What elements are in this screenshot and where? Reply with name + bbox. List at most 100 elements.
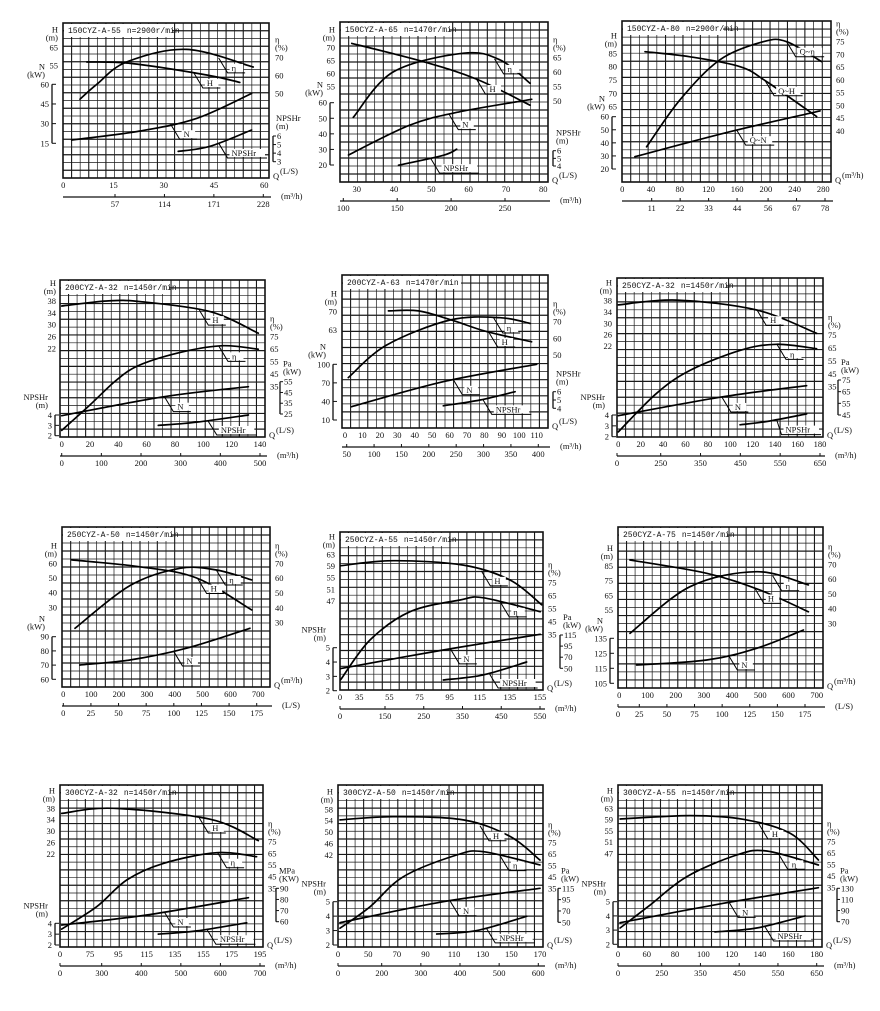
y-tick-label-n: 70 <box>841 917 850 927</box>
x-tick-label: 600 <box>224 689 237 699</box>
y-tick-label-npsh: 6 <box>557 387 561 397</box>
speed-label: n=2900r/min <box>686 25 739 34</box>
plot-frame <box>339 531 544 691</box>
curve-eta <box>60 344 260 432</box>
y-tick-label-n: 90 <box>41 632 50 642</box>
curve-n <box>634 110 821 158</box>
y-tick-label-eta: 70 <box>828 559 837 569</box>
curve-eta <box>60 851 258 930</box>
curve-label-h: Q~H <box>778 86 795 96</box>
curve-label-npsh: NPSHr <box>499 933 524 943</box>
y-tick-label-n: 45 <box>41 99 50 109</box>
secondary-x-tick-label: 56 <box>764 203 773 213</box>
y-axis-unit-eta: (%) <box>836 27 849 37</box>
curve-label-bg <box>504 324 519 333</box>
curve-label-bg <box>175 917 189 926</box>
x-tick-label: 120 <box>702 184 715 194</box>
x-axis-name: Q <box>827 681 833 691</box>
x-tick-label: 50 <box>427 184 436 194</box>
curve-label-leader <box>727 654 755 671</box>
secondary-x-tick-label: 650 <box>814 458 827 468</box>
y-tick-label-h: 85 <box>609 48 618 58</box>
curve-h <box>340 559 543 606</box>
y-tick-label-npsh: 6 <box>277 131 281 141</box>
y-axis-unit-npsh: (m) <box>594 887 606 897</box>
x-axis-name: Q <box>273 171 279 181</box>
secondary-x-axis-unit: (L/S) <box>835 701 853 711</box>
y-tick-label-npsh: 4 <box>326 911 331 921</box>
x-tick-label: 40 <box>114 439 123 449</box>
y-tick-label-h: 60 <box>49 558 58 568</box>
y-tick-label-eta: 35 <box>548 629 557 639</box>
y-axis-unit-eta: (%) <box>275 548 288 558</box>
y-tick-label-npsh: 3 <box>605 421 609 431</box>
y-tick-label-npsh: 3 <box>606 925 610 935</box>
curve-label-n: N <box>735 402 741 412</box>
y-tick-label-eta: 65 <box>836 62 845 72</box>
secondary-x-tick-label: 300 <box>95 968 108 978</box>
y-axis-unit-npsh: (m) <box>593 400 605 410</box>
secondary-x-tick-label: 550 <box>774 458 787 468</box>
x-axis-unit: (m³/h) <box>842 170 864 180</box>
y-tick-label-npsh: 5 <box>606 897 610 907</box>
y-tick-label-h: 65 <box>327 55 336 65</box>
secondary-x-tick-label: 100 <box>368 449 381 459</box>
x-axis-unit: (L/S) <box>274 935 292 945</box>
secondary-x-tick-label: 78 <box>821 203 830 213</box>
y-tick-label-eta: 50 <box>275 88 284 98</box>
curve-label-bg <box>505 64 520 73</box>
y-tick-label-eta: 45 <box>828 369 837 379</box>
curve-label-bg <box>492 576 506 585</box>
chart-title: 150CYZ-A-65 n=1470r/min <box>345 26 457 35</box>
curve-label-leader <box>493 317 521 334</box>
y-tick-label-h: 55 <box>50 60 59 70</box>
plot-frame <box>621 20 832 183</box>
x-axis-unit: (L/S) <box>554 678 572 688</box>
chart-title: 300CYZ-A-55 n=1450r/min <box>623 789 735 798</box>
secondary-x-tick-label: 171 <box>207 199 220 209</box>
curve-label-leader <box>758 823 786 840</box>
speed-label: n=1450r/min <box>404 536 457 545</box>
y-tick-label-h: 54 <box>325 816 334 826</box>
secondary-x-tick-label: 200 <box>422 449 435 459</box>
curve-label-n: N <box>186 656 192 666</box>
curve-label-leader <box>764 80 803 97</box>
y-tick-label-npsh: 6 <box>557 146 561 156</box>
secondary-x-axis-unit: (m³/h) <box>560 195 582 205</box>
secondary-x-axis-unit: (m³/h) <box>555 703 577 713</box>
y-tick-label-npsh: 2 <box>326 940 330 950</box>
curve-label-leader <box>449 900 477 917</box>
y-tick-label-eta: 50 <box>553 96 562 106</box>
secondary-x-tick-label: 50 <box>663 709 672 719</box>
secondary-x-tick-label: 44 <box>733 203 742 213</box>
secondary-x-tick-label: 0 <box>616 968 620 978</box>
y-tick-label-n: 65 <box>842 387 851 397</box>
curve-label-h: H <box>211 584 217 594</box>
curve-eta <box>629 570 810 635</box>
y-tick-label-eta: 60 <box>553 67 562 77</box>
y-tick-label-eta: 65 <box>268 848 277 858</box>
curve-label-leader <box>206 928 256 945</box>
y-axis-name-eta: η <box>275 34 279 44</box>
y-axis-name-h: H <box>52 25 58 35</box>
curve-label-leader <box>776 344 804 360</box>
y-tick-label-h: 65 <box>50 43 59 53</box>
title-box <box>619 786 727 799</box>
y-tick-label-h: 34 <box>604 307 613 317</box>
x-tick-label: 180 <box>810 949 823 959</box>
y-tick-label-eta: 40 <box>836 126 845 136</box>
y-tick-label-n: 110 <box>841 894 853 904</box>
chart-title: 250CYZ-A-55 n=1450r/min <box>345 536 457 545</box>
curve-label-bg <box>783 425 819 434</box>
y-tick-label-h: 85 <box>605 561 614 571</box>
x-tick-label: 0 <box>616 949 620 959</box>
secondary-x-tick-label: 200 <box>135 458 148 468</box>
title-box <box>619 528 727 541</box>
curve-eta <box>339 850 541 930</box>
y-tick-label-h: 30 <box>47 826 56 836</box>
curve-label-h: H <box>494 576 500 586</box>
secondary-x-axis-unit: (m³/h) <box>275 960 297 970</box>
secondary-x-tick-label: 350 <box>505 449 518 459</box>
